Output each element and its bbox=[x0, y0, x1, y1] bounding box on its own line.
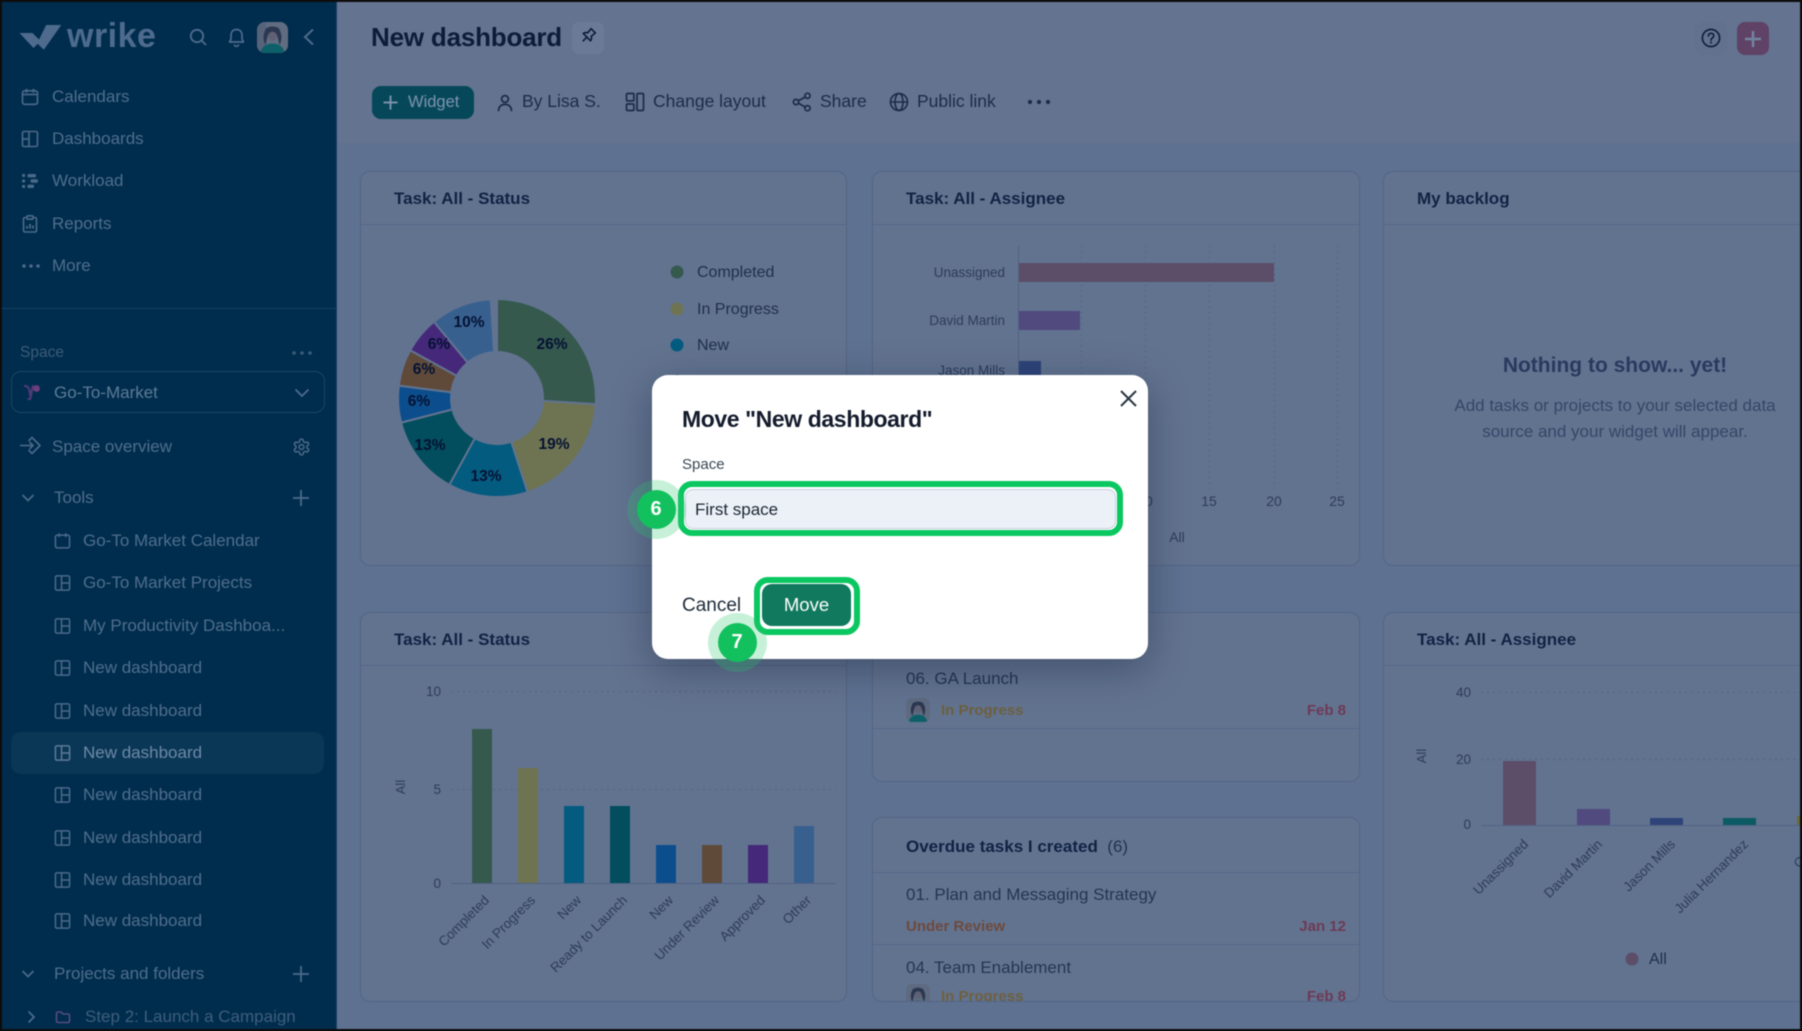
svg-text:Other: Other bbox=[780, 892, 815, 927]
svg-text:Jason Mills: Jason Mills bbox=[938, 363, 1005, 378]
svg-text:10: 10 bbox=[426, 684, 441, 699]
svg-text:New: New bbox=[697, 337, 729, 354]
svg-text:Approved: Approved bbox=[717, 893, 768, 944]
svg-text:15: 15 bbox=[1201, 493, 1217, 509]
svg-text:Jason Mills: Jason Mills bbox=[1620, 836, 1678, 894]
svg-text:6%: 6% bbox=[428, 336, 451, 353]
svg-text:10%: 10% bbox=[453, 314, 484, 331]
svg-text:25: 25 bbox=[1329, 493, 1345, 509]
svg-text:20: 20 bbox=[1456, 752, 1471, 767]
svg-text:New: New bbox=[646, 892, 676, 922]
svg-text:6%: 6% bbox=[408, 393, 431, 410]
svg-text:All: All bbox=[393, 780, 408, 795]
svg-text:In Progress: In Progress bbox=[697, 301, 779, 318]
svg-text:0: 0 bbox=[433, 876, 441, 891]
svg-text:All: All bbox=[1649, 951, 1667, 968]
svg-text:David Martin: David Martin bbox=[929, 313, 1005, 328]
svg-text:5: 5 bbox=[433, 782, 441, 797]
svg-text:Unassigned: Unassigned bbox=[934, 265, 1005, 280]
svg-text:Completed: Completed bbox=[697, 264, 774, 281]
svg-text:All: All bbox=[1414, 749, 1429, 764]
svg-text:13%: 13% bbox=[414, 437, 445, 454]
svg-text:Julia Hernandez: Julia Hernandez bbox=[1672, 836, 1752, 916]
svg-text:David Martin: David Martin bbox=[1541, 837, 1605, 901]
svg-text:13%: 13% bbox=[470, 468, 501, 485]
svg-text:6%: 6% bbox=[413, 361, 436, 378]
svg-text:Other: Other bbox=[1791, 836, 1802, 871]
svg-text:New: New bbox=[554, 892, 584, 922]
svg-text:26%: 26% bbox=[536, 336, 567, 353]
svg-text:40: 40 bbox=[1456, 685, 1471, 700]
svg-text:All: All bbox=[1169, 529, 1185, 545]
svg-text:20: 20 bbox=[1266, 493, 1282, 509]
svg-text:0: 0 bbox=[1463, 817, 1471, 832]
svg-text:19%: 19% bbox=[538, 436, 569, 453]
svg-text:Unassigned: Unassigned bbox=[1470, 837, 1531, 898]
